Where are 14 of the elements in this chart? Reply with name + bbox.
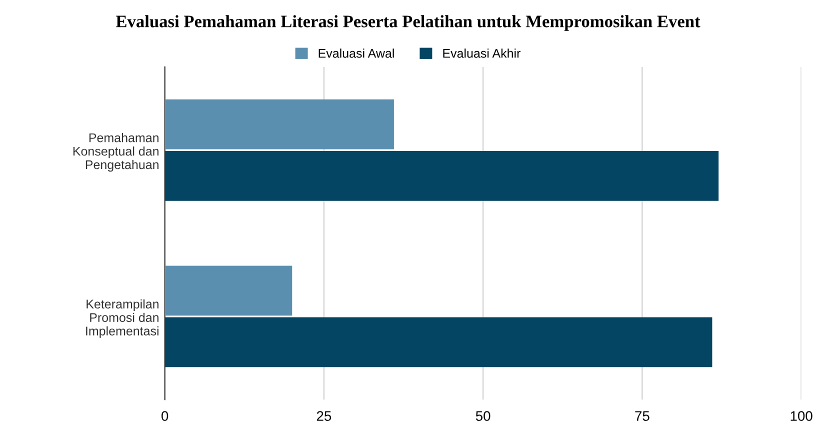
chart-title: Evaluasi Pemahaman Literasi Peserta Pelatihan untuk Mempromosikan Event [116, 15, 700, 31]
x-tick-label: 50 [476, 411, 490, 421]
bar [164, 317, 712, 368]
bar [164, 99, 394, 150]
x-tick-label: 75 [635, 411, 650, 421]
legend-label: Evaluasi Awal [318, 48, 394, 58]
legend-label: Evaluasi Akhir [443, 48, 520, 58]
x-tick-label: 100 [790, 411, 812, 421]
bar [164, 150, 719, 201]
y-tick-label: Pemahaman Konseptual dan Pengetahuan [73, 133, 158, 172]
y-tick-label: Keterampilan Promosi dan Implementasi [86, 299, 158, 338]
bar [164, 266, 292, 316]
x-tick-label: 0 [162, 411, 168, 421]
x-tick-label: 25 [316, 411, 332, 421]
